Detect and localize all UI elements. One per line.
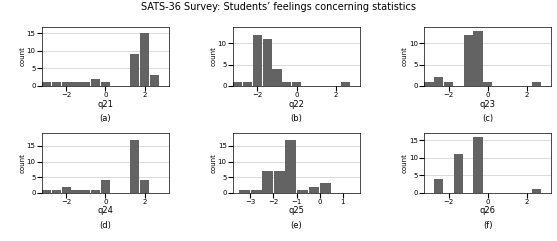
Bar	[150, 75, 159, 86]
Bar	[444, 82, 453, 86]
Bar	[434, 77, 443, 86]
Bar	[454, 154, 463, 193]
Bar	[140, 180, 149, 193]
Bar	[81, 190, 90, 193]
Bar	[243, 82, 252, 86]
Bar	[52, 82, 61, 86]
Text: (d): (d)	[100, 221, 111, 230]
Bar	[71, 190, 81, 193]
Text: (e): (e)	[291, 221, 302, 230]
Bar	[251, 190, 261, 193]
X-axis label: q22: q22	[289, 100, 305, 108]
Y-axis label: count: count	[402, 46, 407, 66]
Bar	[320, 183, 331, 193]
Bar	[532, 82, 541, 86]
Bar	[262, 171, 273, 193]
Bar	[130, 140, 139, 193]
Bar	[130, 54, 139, 86]
X-axis label: q24: q24	[97, 207, 114, 215]
X-axis label: q25: q25	[289, 207, 305, 215]
Bar	[42, 82, 51, 86]
Y-axis label: count: count	[19, 153, 25, 173]
Bar	[42, 190, 51, 193]
Text: (a): (a)	[100, 114, 111, 123]
Bar	[297, 190, 308, 193]
Y-axis label: count: count	[19, 46, 25, 66]
Text: (c): (c)	[482, 114, 494, 123]
Bar	[91, 190, 100, 193]
Bar	[434, 179, 443, 193]
Bar	[341, 82, 350, 86]
X-axis label: q23: q23	[480, 100, 496, 108]
Bar	[81, 82, 90, 86]
Bar	[253, 35, 262, 86]
Bar	[463, 35, 473, 86]
Text: (b): (b)	[291, 114, 302, 123]
Y-axis label: count: count	[210, 153, 216, 173]
Bar	[424, 82, 433, 86]
Bar	[282, 82, 291, 86]
Bar	[292, 82, 301, 86]
Bar	[274, 171, 285, 193]
X-axis label: q26: q26	[480, 207, 496, 215]
Bar	[483, 82, 492, 86]
Bar	[473, 31, 482, 86]
Bar	[239, 190, 250, 193]
Bar	[62, 82, 71, 86]
Text: SATS-36 Survey: Students’ feelings concerning statistics: SATS-36 Survey: Students’ feelings conce…	[141, 2, 416, 12]
Bar	[140, 33, 149, 86]
Bar	[71, 82, 81, 86]
Bar	[285, 140, 296, 193]
Bar	[52, 190, 61, 193]
Bar	[91, 79, 100, 86]
Bar	[262, 39, 272, 86]
Bar	[101, 180, 110, 193]
Bar	[309, 187, 319, 193]
Y-axis label: count: count	[402, 153, 407, 173]
X-axis label: q21: q21	[97, 100, 114, 108]
Bar	[532, 189, 541, 193]
Bar	[272, 69, 282, 86]
Y-axis label: count: count	[210, 46, 216, 66]
Bar	[473, 137, 482, 193]
Bar	[233, 82, 242, 86]
Text: (f): (f)	[483, 221, 492, 230]
Bar	[101, 82, 110, 86]
Bar	[62, 187, 71, 193]
